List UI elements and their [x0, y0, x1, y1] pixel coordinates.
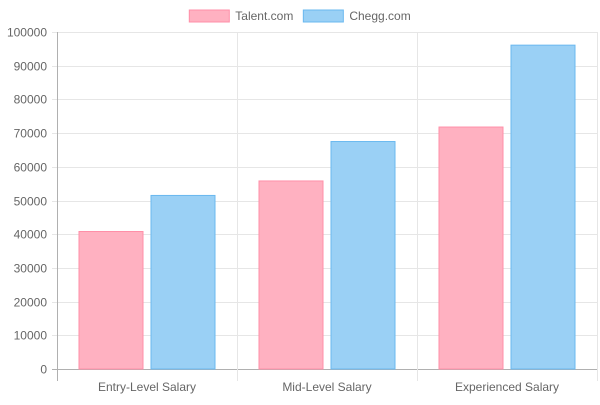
- legend-item: Talent.com: [188, 9, 293, 23]
- bar: [78, 231, 144, 370]
- legend-swatch: [302, 9, 344, 23]
- legend-label: Chegg.com: [349, 9, 410, 23]
- y-tick-label: 100000: [7, 26, 47, 40]
- bars: [78, 44, 576, 370]
- y-tick-label: 0: [40, 363, 47, 377]
- y-tick-label: 50000: [14, 195, 48, 209]
- bar: [438, 126, 504, 370]
- y-tick-label: 30000: [14, 262, 48, 276]
- y-tick-label: 70000: [14, 127, 48, 141]
- legend: Talent.com Chegg.com: [188, 9, 411, 23]
- x-tick-label: Mid-Level Salary: [282, 380, 371, 394]
- bar: [510, 44, 576, 370]
- bar: [150, 194, 216, 370]
- x-axis-ticks: Entry-Level Salary Mid-Level Salary Experi…: [98, 380, 559, 394]
- y-tick-label: 40000: [14, 228, 48, 242]
- x-tick-label: Entry-Level Salary: [98, 380, 196, 394]
- grid-lines: [52, 32, 598, 381]
- y-axis-ticks: 0 10000 20000 30000 40000 50000 60000 70000 8000…: [7, 26, 47, 377]
- bar: [258, 180, 324, 370]
- y-tick-label: 60000: [14, 161, 48, 175]
- y-tick-label: 10000: [14, 329, 48, 343]
- y-tick-label: 90000: [14, 60, 48, 74]
- y-tick-label: 80000: [14, 93, 48, 107]
- x-tick-label: Experienced Salary: [455, 380, 559, 394]
- legend-item: Chegg.com: [302, 9, 411, 23]
- y-tick-label: 20000: [14, 296, 48, 310]
- legend-swatch: [188, 9, 230, 23]
- bar: [330, 141, 396, 370]
- legend-label: Talent.com: [235, 9, 293, 23]
